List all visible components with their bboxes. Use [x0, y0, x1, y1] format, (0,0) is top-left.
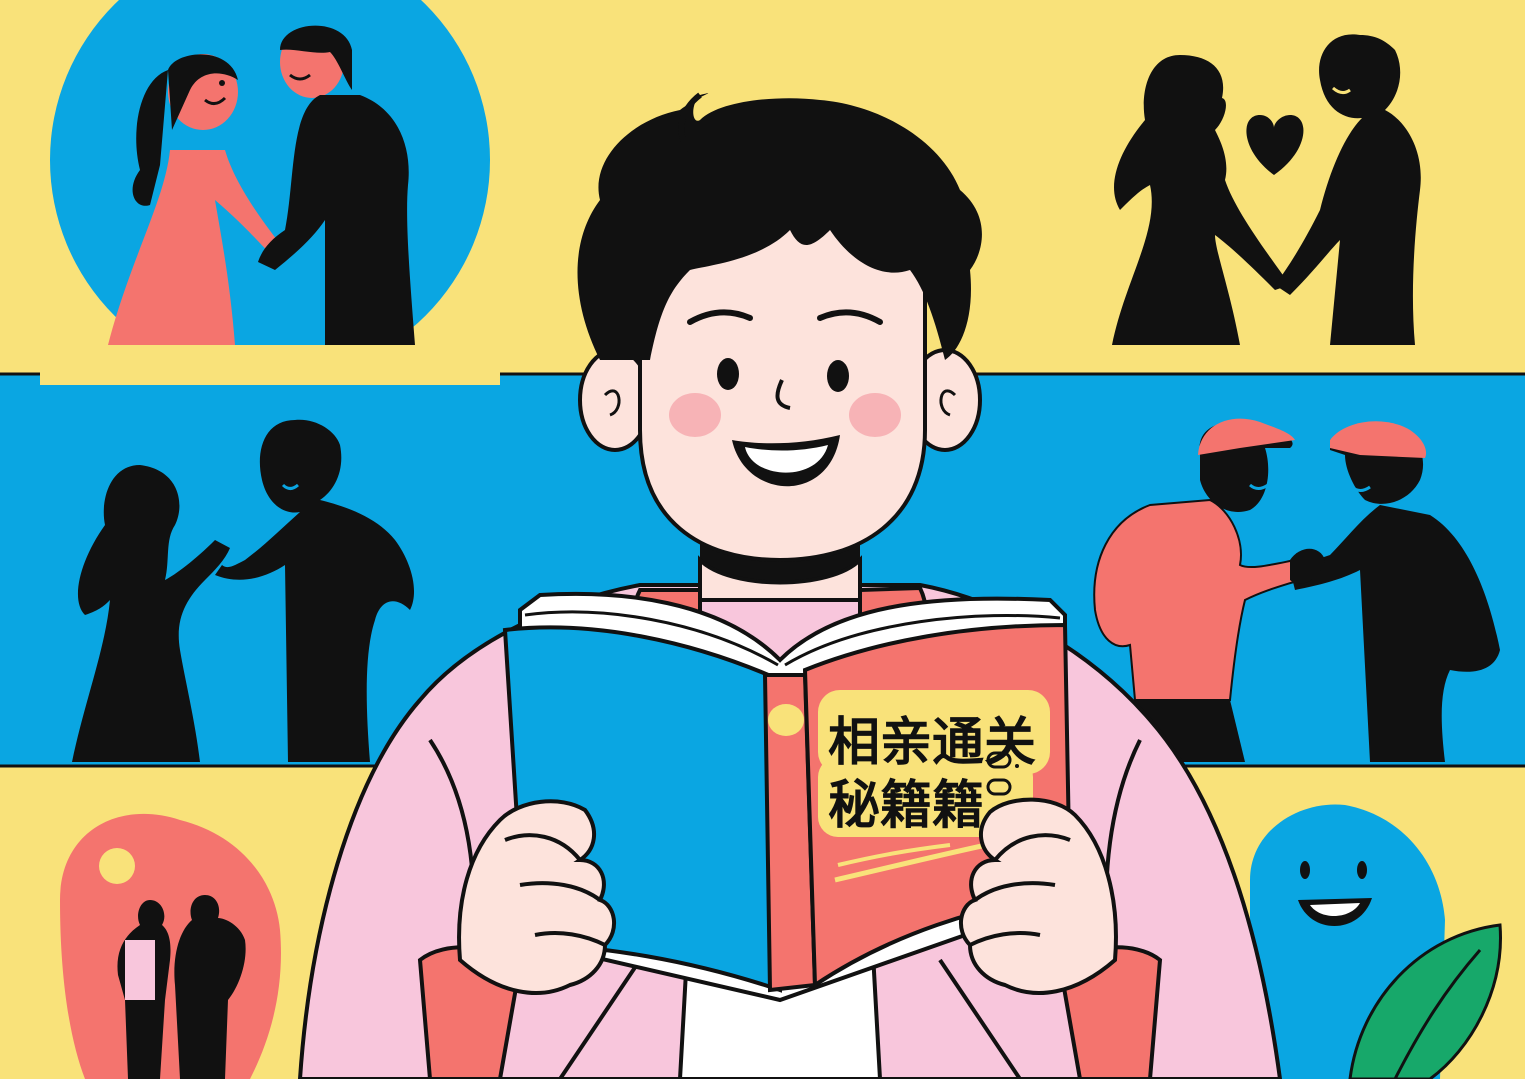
- couple-caps-handshake-middle-right: [1093, 418, 1500, 762]
- couple-in-speech-blob-bottom-left: [60, 813, 281, 1079]
- couple-handshake-top-left: [40, 0, 500, 385]
- book-small-emblem: [986, 751, 1019, 796]
- book-title-line1: 相亲通关: [828, 713, 1036, 773]
- hair: [577, 93, 982, 360]
- smiling-blob-bottom-right: [1250, 804, 1502, 1079]
- couple-silhouette-heart-top-right: [1112, 34, 1421, 346]
- right-eye: [827, 360, 849, 392]
- right-hand: [959, 797, 1118, 995]
- book-title-plate-2: [818, 757, 1033, 837]
- open-book: 相亲通关 秘籍籍: [502, 591, 1073, 1003]
- book-title-line2: 秘籍籍: [828, 776, 984, 836]
- left-hand: [457, 799, 616, 995]
- couple-silhouette-middle-left: [72, 419, 415, 762]
- left-eye: [717, 358, 739, 390]
